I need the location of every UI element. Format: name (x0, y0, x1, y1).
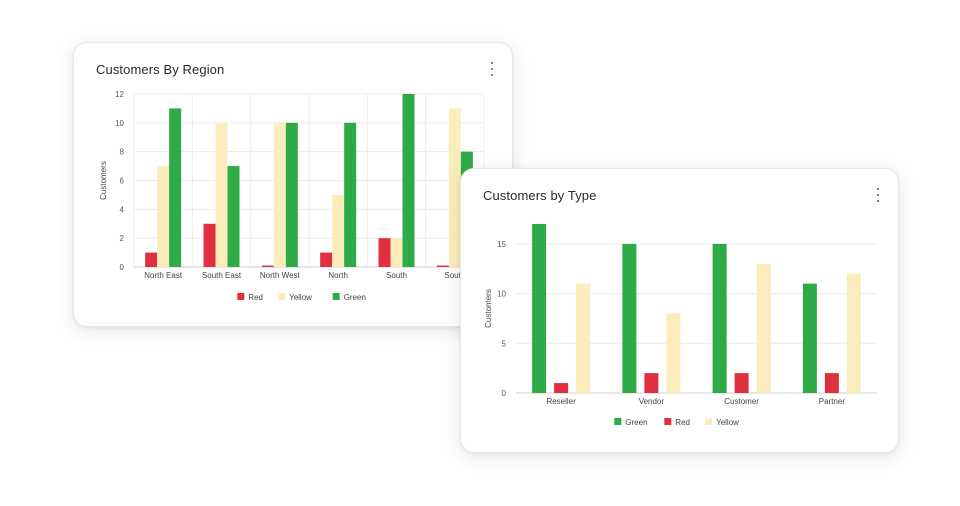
bar-green (622, 243, 637, 393)
bar-green (712, 243, 727, 393)
bar-red (261, 265, 274, 267)
y-tick-label: 12 (115, 90, 124, 99)
y-tick-label: 4 (120, 205, 125, 214)
x-tick-label: North West (260, 271, 301, 280)
y-tick-label: 5 (502, 339, 507, 348)
y-tick-label: 10 (115, 119, 124, 128)
x-tick-label: North East (144, 271, 183, 280)
y-tick-label: 8 (120, 148, 125, 157)
legend-label: Yellow (716, 418, 739, 427)
bar-red (378, 238, 391, 267)
bar-green (285, 122, 298, 267)
bar-yellow (215, 122, 228, 267)
bar-green (802, 283, 817, 393)
more-options-icon[interactable] (874, 188, 882, 202)
y-axis-label: Customers (99, 161, 108, 200)
bar-yellow (666, 313, 681, 393)
x-tick-label: Reseller (546, 397, 576, 406)
bar-red (734, 373, 749, 393)
x-tick-label: South (444, 271, 465, 280)
legend-label: Red (675, 418, 690, 427)
type-chart: 0 5 10 15 Customers Reseller Vendor Customer Par… (484, 224, 877, 427)
bar-yellow (576, 283, 591, 393)
y-axis-label: Customers (484, 289, 493, 328)
bar-green (344, 122, 357, 267)
y-tick-label: 0 (120, 263, 125, 272)
y-tick-label: 15 (497, 240, 506, 249)
bar-yellow (390, 238, 403, 267)
bar-red (203, 223, 216, 267)
y-tick-label: 2 (120, 234, 125, 243)
x-tick-label: South East (202, 271, 242, 280)
x-tick-label: Vendor (639, 397, 665, 406)
bar-green (402, 94, 415, 267)
bar-red (824, 373, 839, 393)
bar-green (532, 224, 547, 393)
x-tick-label: Customer (724, 397, 759, 406)
bar-red (436, 265, 449, 267)
y-tick-label: 10 (497, 290, 506, 299)
x-tick-label: North (328, 271, 348, 280)
legend-swatch (237, 293, 245, 300)
bar-red (554, 383, 569, 393)
bar-red (644, 373, 659, 393)
bar-yellow (846, 273, 861, 393)
legend-label: Red (248, 293, 263, 302)
bar-red (145, 252, 158, 267)
legend-label: Green (344, 293, 366, 302)
x-tick-label: Partner (819, 397, 846, 406)
more-options-icon[interactable] (488, 62, 496, 76)
region-chart: 0 2 4 6 8 10 12 Customers North East South East No… (99, 90, 485, 302)
customers-by-region-card: Customers By Region 0 2 4 6 8 10 12 Customers No… (73, 42, 513, 327)
bar-yellow (756, 263, 771, 393)
bar-green (169, 108, 182, 268)
bar-red (320, 252, 333, 267)
legend-swatch (332, 293, 340, 300)
legend-label: Yellow (289, 293, 312, 302)
y-tick-label: 0 (502, 389, 507, 398)
customers-by-type-card: Customers by Type 0 5 10 15 Customers Reselle… (460, 168, 899, 453)
bar-green (227, 166, 240, 267)
legend-swatch (614, 418, 622, 425)
legend-swatch (664, 418, 672, 425)
legend-swatch (705, 418, 713, 425)
bar-yellow (448, 108, 461, 268)
bar-yellow (273, 122, 286, 267)
legend-swatch (278, 293, 286, 300)
chart-title: Customers By Region (96, 62, 225, 77)
bar-yellow (332, 194, 345, 267)
x-tick-label: South (386, 271, 407, 280)
legend-label: Green (625, 418, 647, 427)
chart-title: Customers by Type (483, 188, 597, 203)
bar-yellow (157, 166, 170, 267)
y-tick-label: 6 (120, 177, 125, 186)
